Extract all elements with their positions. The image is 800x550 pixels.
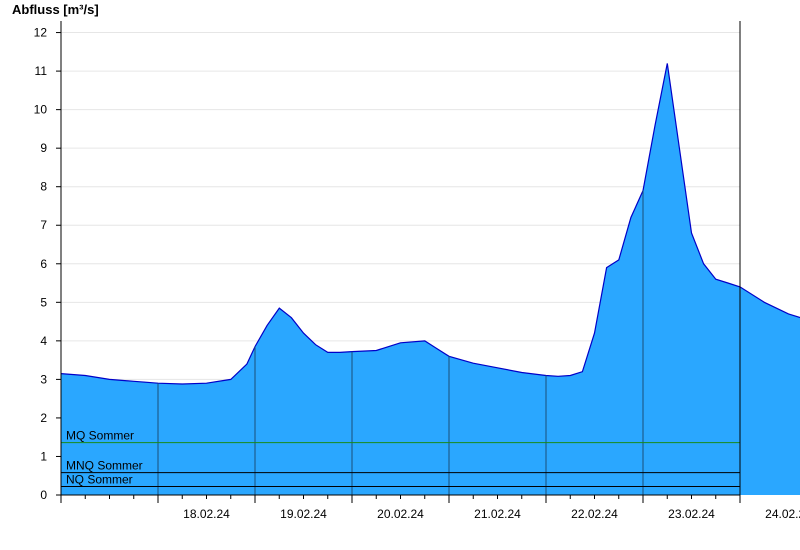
x-tick-label: 19.02.24 — [280, 507, 327, 521]
reference-line-label: MQ Sommer — [66, 429, 134, 443]
x-tick-label: 21.02.24 — [474, 507, 521, 521]
y-tick-label: 3 — [40, 372, 47, 386]
x-tick-label: 22.02.24 — [571, 507, 618, 521]
x-tick-label: 23.02.24 — [668, 507, 715, 521]
x-axis-ticks: 18.02.24 19.02.24 20.02.24 21.02.24 22.02.24… — [60, 495, 800, 521]
y-tick-label: 5 — [40, 295, 47, 309]
y-tick-label: 8 — [40, 180, 47, 194]
x-tick-label: 24.02.24 — [765, 507, 800, 521]
y-tick-label: 2 — [40, 411, 47, 425]
reference-line-label: MNQ Sommer — [66, 459, 143, 473]
y-tick-label: 11 — [35, 64, 48, 78]
y-tick-label: 4 — [40, 334, 47, 348]
discharge-line — [60, 63, 800, 385]
day-separator-lines — [157, 190, 644, 495]
x-tick-label: 18.02.24 — [183, 507, 230, 521]
discharge-area — [60, 63, 800, 495]
y-tick-label: 6 — [40, 257, 47, 271]
y-axis-label: Abfluss [m³/s] — [12, 2, 99, 17]
y-tick-label: 12 — [34, 26, 48, 40]
y-tick-label: 10 — [34, 103, 48, 117]
y-tick-label: 7 — [40, 218, 47, 232]
y-tick-label: 0 — [40, 488, 47, 502]
x-tick-label: 20.02.24 — [377, 507, 424, 521]
y-tick-label: 9 — [40, 141, 47, 155]
reference-line-label: NQ Sommer — [66, 473, 133, 487]
y-tick-label: 1 — [40, 449, 47, 463]
discharge-fill — [61, 63, 800, 495]
